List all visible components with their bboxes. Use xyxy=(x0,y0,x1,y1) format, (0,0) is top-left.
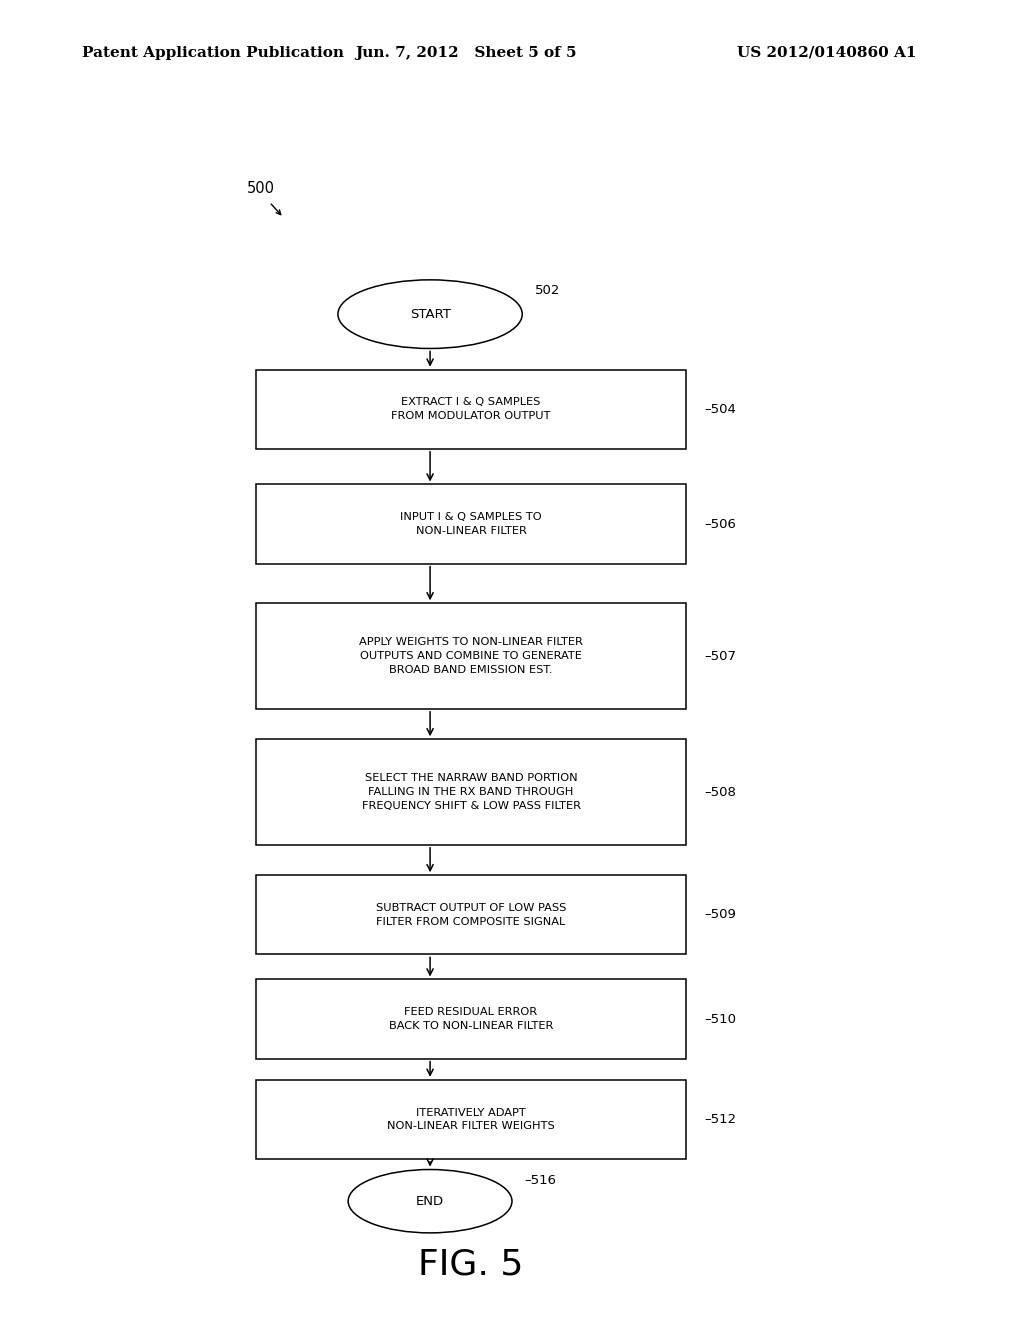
FancyBboxPatch shape xyxy=(256,484,686,564)
Text: APPLY WEIGHTS TO NON-LINEAR FILTER
OUTPUTS AND COMBINE TO GENERATE
BROAD BAND EM: APPLY WEIGHTS TO NON-LINEAR FILTER OUTPU… xyxy=(359,638,583,675)
FancyBboxPatch shape xyxy=(256,1080,686,1159)
Text: –516: –516 xyxy=(524,1173,556,1187)
Text: US 2012/0140860 A1: US 2012/0140860 A1 xyxy=(737,46,916,59)
Text: ITERATIVELY ADAPT
NON-LINEAR FILTER WEIGHTS: ITERATIVELY ADAPT NON-LINEAR FILTER WEIG… xyxy=(387,1107,555,1131)
Text: Patent Application Publication: Patent Application Publication xyxy=(82,46,344,59)
Ellipse shape xyxy=(348,1170,512,1233)
Text: START: START xyxy=(410,308,451,321)
Text: –509: –509 xyxy=(705,908,736,921)
Text: –504: –504 xyxy=(705,403,736,416)
FancyBboxPatch shape xyxy=(256,739,686,845)
Text: INPUT I & Q SAMPLES TO
NON-LINEAR FILTER: INPUT I & Q SAMPLES TO NON-LINEAR FILTER xyxy=(400,512,542,536)
Text: –508: –508 xyxy=(705,785,736,799)
Text: –512: –512 xyxy=(705,1113,736,1126)
Text: –506: –506 xyxy=(705,517,736,531)
Text: 502: 502 xyxy=(535,284,560,297)
Text: –507: –507 xyxy=(705,649,736,663)
FancyBboxPatch shape xyxy=(256,875,686,954)
FancyBboxPatch shape xyxy=(256,603,686,709)
Text: SELECT THE NARRAW BAND PORTION
FALLING IN THE RX BAND THROUGH
FREQUENCY SHIFT & : SELECT THE NARRAW BAND PORTION FALLING I… xyxy=(361,774,581,810)
Text: 500: 500 xyxy=(247,181,275,197)
Text: FIG. 5: FIG. 5 xyxy=(419,1247,523,1282)
Text: Jun. 7, 2012   Sheet 5 of 5: Jun. 7, 2012 Sheet 5 of 5 xyxy=(355,46,577,59)
Ellipse shape xyxy=(338,280,522,348)
FancyBboxPatch shape xyxy=(256,979,686,1059)
Text: END: END xyxy=(416,1195,444,1208)
Text: EXTRACT I & Q SAMPLES
FROM MODULATOR OUTPUT: EXTRACT I & Q SAMPLES FROM MODULATOR OUT… xyxy=(391,397,551,421)
FancyBboxPatch shape xyxy=(256,370,686,449)
Text: –510: –510 xyxy=(705,1012,736,1026)
Text: SUBTRACT OUTPUT OF LOW PASS
FILTER FROM COMPOSITE SIGNAL: SUBTRACT OUTPUT OF LOW PASS FILTER FROM … xyxy=(376,903,566,927)
Text: FEED RESIDUAL ERROR
BACK TO NON-LINEAR FILTER: FEED RESIDUAL ERROR BACK TO NON-LINEAR F… xyxy=(389,1007,553,1031)
